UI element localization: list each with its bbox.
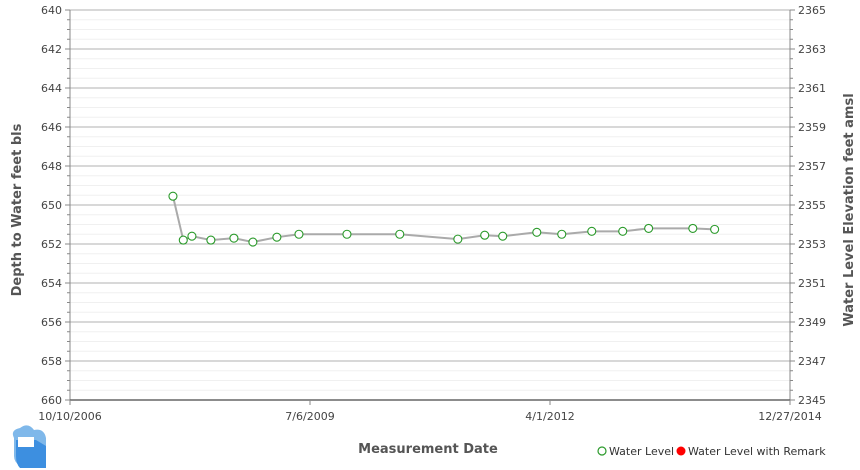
y-tick-label: 650	[41, 199, 62, 212]
legend-marker-water-level	[597, 446, 607, 456]
series-line	[171, 195, 715, 244]
x-tick-label: 12/27/2014	[758, 410, 821, 423]
legend-label-water-level-remark: Water Level with Remark	[688, 445, 826, 458]
y-tick-label: 648	[41, 160, 62, 173]
data-point[interactable]	[532, 227, 542, 237]
data-point[interactable]	[342, 229, 352, 239]
x-axis-ticks: 10/10/2006 7/6/2009 4/1/2012 12/27/2014	[38, 400, 822, 423]
y-tick-label: 640	[41, 4, 62, 17]
y2-tick-label: 2359	[798, 121, 826, 134]
y-tick-label: 642	[41, 43, 62, 56]
y2-tick-label: 2347	[798, 355, 826, 368]
y2-tick-label: 2355	[798, 199, 826, 212]
y-tick-label: 644	[41, 82, 62, 95]
series-water-level	[168, 191, 720, 247]
data-point[interactable]	[206, 235, 216, 245]
data-point[interactable]	[587, 226, 597, 236]
data-point[interactable]	[618, 226, 628, 236]
y-tick-label: 646	[41, 121, 62, 134]
y2-tick-label: 2353	[798, 238, 826, 251]
grid	[65, 9, 795, 401]
data-point[interactable]	[272, 232, 282, 242]
y-tick-label: 652	[41, 238, 62, 251]
x-tick-label: 4/1/2012	[525, 410, 574, 423]
left-axis-ticks: 640 642 644 646 648 650 652 654 656 658 660	[41, 4, 62, 407]
y-tick-label: 660	[41, 394, 62, 407]
data-point[interactable]	[557, 229, 567, 239]
y-tick-label: 656	[41, 316, 62, 329]
legend: Water Level Water Level with Remark	[597, 445, 827, 458]
x-axis-label: Measurement Date	[358, 442, 498, 457]
data-point[interactable]	[688, 223, 698, 233]
y2-tick-label: 2351	[798, 277, 826, 290]
legend-marker-water-level-remark	[676, 446, 686, 456]
data-point[interactable]	[480, 230, 490, 240]
data-point[interactable]	[168, 191, 178, 201]
legend-label-water-level: Water Level	[609, 445, 674, 458]
logo-icon	[12, 425, 46, 468]
data-point[interactable]	[453, 234, 463, 244]
data-point[interactable]	[178, 235, 188, 245]
y2-tick-label: 2349	[798, 316, 826, 329]
right-axis-ticks: 2365 2363 2361 2359 2357 2355 2353 2351 2349 2347…	[798, 4, 826, 407]
y2-tick-label: 2345	[798, 394, 826, 407]
data-point[interactable]	[229, 233, 239, 243]
x-tick-label: 10/10/2006	[38, 410, 101, 423]
data-point[interactable]	[294, 229, 304, 239]
y-axis-label: Depth to Water feet bls	[10, 123, 25, 296]
data-point[interactable]	[498, 231, 508, 241]
y-tick-label: 654	[41, 277, 62, 290]
data-point[interactable]	[187, 231, 197, 241]
y2-tick-label: 2365	[798, 4, 826, 17]
y2-tick-label: 2357	[798, 160, 826, 173]
legend-item-water-level-remark[interactable]: Water Level with Remark	[676, 445, 827, 458]
legend-item-water-level[interactable]: Water Level	[597, 445, 674, 458]
y2-tick-label: 2361	[798, 82, 826, 95]
x-tick-label: 7/6/2009	[285, 410, 334, 423]
y-tick-label: 658	[41, 355, 62, 368]
data-point[interactable]	[395, 229, 405, 239]
y2-tick-label: 2363	[798, 43, 826, 56]
data-point[interactable]	[644, 223, 654, 233]
data-point[interactable]	[710, 224, 720, 234]
y2-axis-label: Water Level Elevation feet amsl	[842, 93, 857, 326]
data-point[interactable]	[248, 237, 258, 247]
